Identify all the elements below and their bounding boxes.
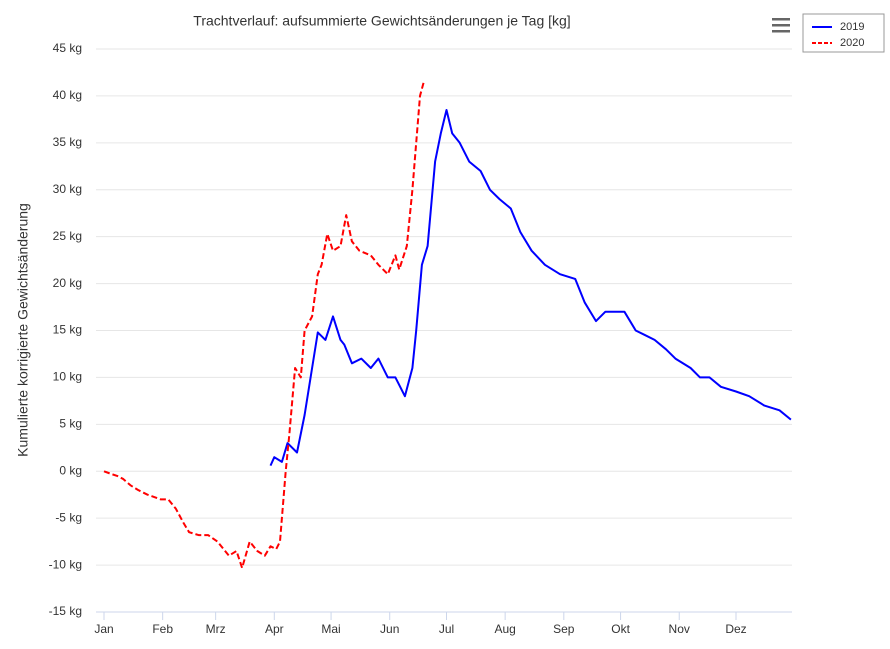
x-tick-label: Mrz <box>206 622 226 636</box>
y-tick-label: 45 kg <box>53 41 82 55</box>
y-tick-label: 5 kg <box>59 417 82 431</box>
x-tick-label: Okt <box>611 622 630 636</box>
menu-bar <box>772 18 790 21</box>
legend-label[interactable]: 2020 <box>840 37 864 49</box>
series-line <box>103 81 425 569</box>
y-tick-label: -10 kg <box>49 557 82 571</box>
menu-bar <box>772 30 790 33</box>
x-tick-label: Sep <box>553 622 575 636</box>
x-tick-label: Jun <box>380 622 399 636</box>
x-tick-label: Dez <box>725 622 746 636</box>
chart-title: Trachtverlauf: aufsummierte Gewichtsände… <box>193 13 570 29</box>
y-tick-label: 15 kg <box>53 323 82 337</box>
legend-box <box>802 13 885 53</box>
x-tick-label: Jan <box>94 622 113 636</box>
x-tick-label: Jul <box>439 622 454 636</box>
y-tick-label: 25 kg <box>53 229 82 243</box>
x-tick-label: Apr <box>265 622 284 636</box>
y-tick-label: 10 kg <box>53 370 82 384</box>
y-tick-label: 40 kg <box>53 88 82 102</box>
y-tick-label: -15 kg <box>49 604 82 618</box>
x-tick-label: Aug <box>494 622 515 636</box>
menu-button[interactable] <box>772 18 790 33</box>
series-line <box>269 109 792 467</box>
x-tick-label: Mai <box>321 622 340 636</box>
y-tick-label: 35 kg <box>53 135 82 149</box>
x-tick-label: Nov <box>669 622 690 636</box>
y-tick-label: 30 kg <box>53 182 82 196</box>
y-axis-label: Kumulierte korrigierte Gewichtsänderung <box>15 203 31 457</box>
y-tick-label: -5 kg <box>55 510 82 524</box>
y-tick-label: 20 kg <box>53 276 82 290</box>
y-tick-label: 0 kg <box>59 463 82 477</box>
x-tick-label: Feb <box>152 622 173 636</box>
legend-label[interactable]: 2019 <box>840 21 864 33</box>
menu-bar <box>772 24 790 27</box>
